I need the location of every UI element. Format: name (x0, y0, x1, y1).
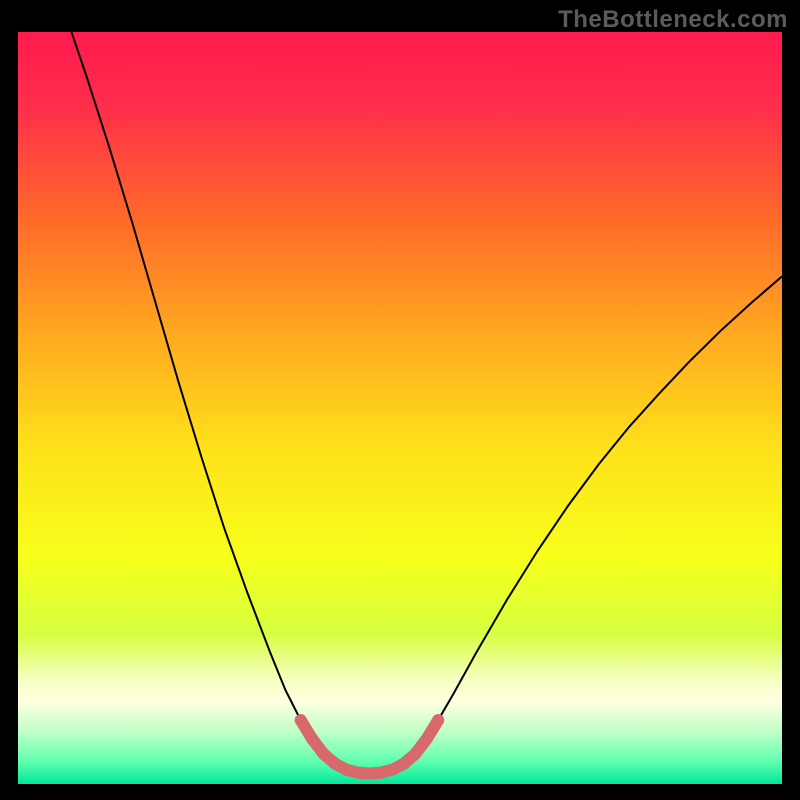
watermark-text: TheBottleneck.com (558, 6, 788, 34)
optimal-point-marker (306, 733, 318, 745)
optimal-point-marker (295, 714, 307, 726)
optimal-point-marker (432, 714, 444, 726)
optimal-point-marker (409, 748, 421, 760)
optimal-point-marker (329, 758, 341, 770)
optimal-point-marker (398, 758, 410, 770)
optimal-point-marker (375, 767, 387, 779)
bottleneck-curve-svg (18, 32, 782, 784)
optimal-point-marker (318, 748, 330, 760)
optimal-point-marker (352, 767, 364, 779)
plot-area (18, 32, 782, 784)
optimal-point-marker (363, 767, 375, 779)
chart-frame: TheBottleneck.com (0, 0, 800, 800)
optimal-point-marker (341, 764, 353, 776)
gradient-background (18, 32, 782, 784)
optimal-point-marker (421, 733, 433, 745)
optimal-point-marker (386, 764, 398, 776)
